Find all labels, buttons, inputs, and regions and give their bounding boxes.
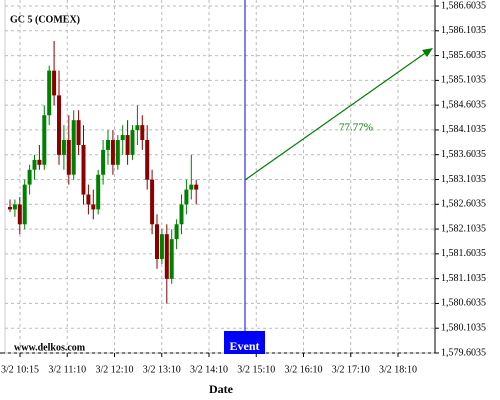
chart-title: GC 5 (COMEX) [10, 14, 80, 25]
candle-body [22, 184, 27, 225]
candle-body [189, 184, 194, 190]
arrow-head [422, 48, 433, 57]
candle-body [164, 234, 169, 279]
candle-body [66, 140, 71, 175]
x-tick-label: 3/2 10:15 [1, 364, 39, 375]
candle-body [194, 184, 199, 190]
x-tick-label: 3/2 13:10 [143, 364, 181, 375]
y-tick-label: 1,580.1035 [441, 323, 486, 334]
y-tick-label: 1,581.1035 [441, 273, 486, 284]
candle-body [27, 169, 32, 185]
candle-body [76, 120, 81, 145]
watermark: www.delkos.com [14, 342, 86, 353]
candle-body [125, 135, 130, 155]
candle-body [12, 204, 17, 210]
candle-body [140, 125, 145, 141]
x-tick-label: 3/2 14:10 [190, 364, 228, 375]
y-tick-label: 1,579.6035 [441, 347, 486, 358]
x-tick-label: 3/2 17:10 [332, 364, 370, 375]
y-tick-label: 1,584.6035 [441, 99, 486, 110]
candle-body [61, 140, 66, 155]
x-axis-label: Date [209, 382, 234, 396]
candle-body [32, 159, 37, 170]
candle-body [155, 224, 159, 259]
y-tick-label: 1,585.6035 [441, 50, 486, 61]
candle-body [81, 144, 86, 195]
y-tick-label: 1,586.6035 [441, 0, 486, 11]
candle-body [86, 194, 91, 205]
y-tick-label: 1,583.1035 [441, 174, 486, 185]
candle-body [150, 179, 155, 225]
x-tick-label: 3/2 15:10 [237, 364, 275, 375]
projection-arrow [244, 48, 432, 181]
x-tick-label: 3/2 18:10 [379, 364, 417, 375]
candle-body [47, 70, 52, 116]
y-tick-label: 1,581.6035 [441, 248, 486, 259]
candle-body [135, 125, 140, 131]
candle-body [8, 206, 12, 210]
candle-body [37, 159, 42, 165]
y-tick-label: 1,582.6035 [441, 199, 486, 210]
candle-body [184, 189, 189, 205]
candle-body [169, 239, 174, 279]
y-tick-label: 1,582.1035 [441, 223, 486, 234]
candle-body [52, 70, 57, 96]
candle-body [120, 135, 125, 141]
candle-body [159, 234, 164, 259]
y-tick-label: 1,584.1035 [441, 124, 486, 135]
candle-body [71, 120, 76, 175]
x-tick-label: 3/2 12:10 [95, 364, 133, 375]
annotation: 77.77% [339, 122, 373, 134]
event-box [224, 331, 265, 354]
y-tick-label: 1,580.6035 [441, 298, 486, 309]
candle-body [130, 130, 135, 155]
x-tick-label: 3/2 11:10 [48, 364, 86, 375]
candle-body [179, 204, 184, 225]
candle-body [110, 140, 115, 165]
candle-body [145, 140, 150, 180]
candle-body [101, 149, 106, 175]
candle-body [42, 115, 47, 165]
candle-body [91, 204, 96, 210]
candle-body [174, 224, 179, 240]
candle-body [57, 95, 61, 155]
event-label: Event [230, 339, 260, 353]
y-tick-label: 1,585.1035 [441, 75, 486, 86]
candle-body [17, 204, 22, 225]
candle-body [106, 140, 110, 150]
y-tick-label: 1,586.1035 [441, 25, 486, 36]
candle-body [96, 174, 101, 210]
candle-body [115, 140, 120, 165]
y-tick-label: 1,583.6035 [441, 149, 486, 160]
x-tick-label: 3/2 16:10 [284, 364, 322, 375]
